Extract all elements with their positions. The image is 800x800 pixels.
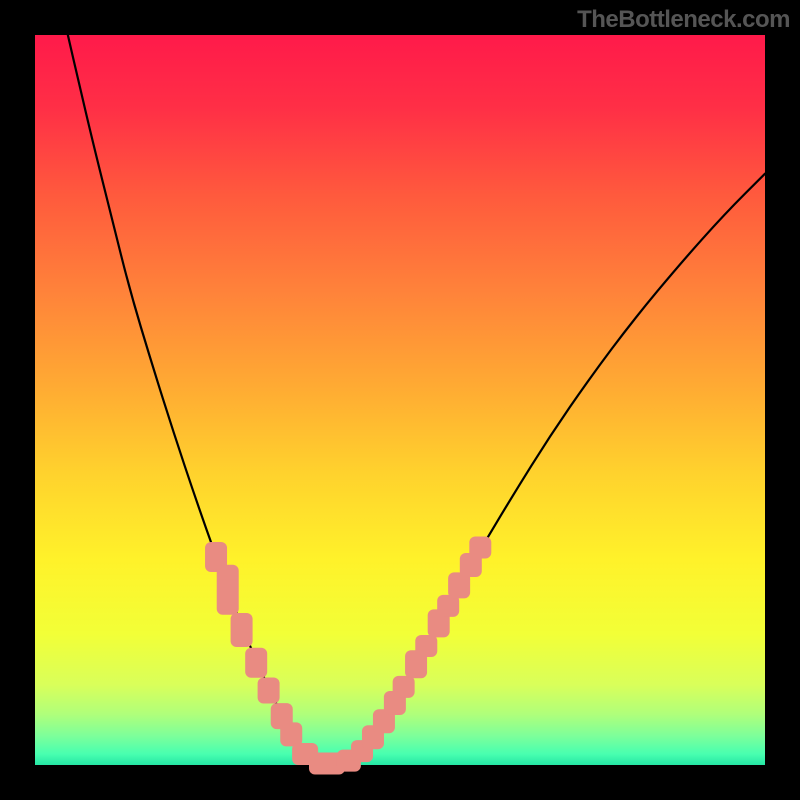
scatter-marker [217,565,239,615]
scatter-marker [280,722,302,746]
scatter-marker [393,676,415,698]
scatter-marker [231,613,253,647]
scatter-marker [415,635,437,657]
scatter-marker [469,536,491,558]
plot-area [35,35,765,765]
watermark-text: TheBottleneck.com [577,6,790,34]
scatter-marker [245,648,267,678]
scatter-marker [258,678,280,704]
bottleneck-chart [0,0,800,800]
